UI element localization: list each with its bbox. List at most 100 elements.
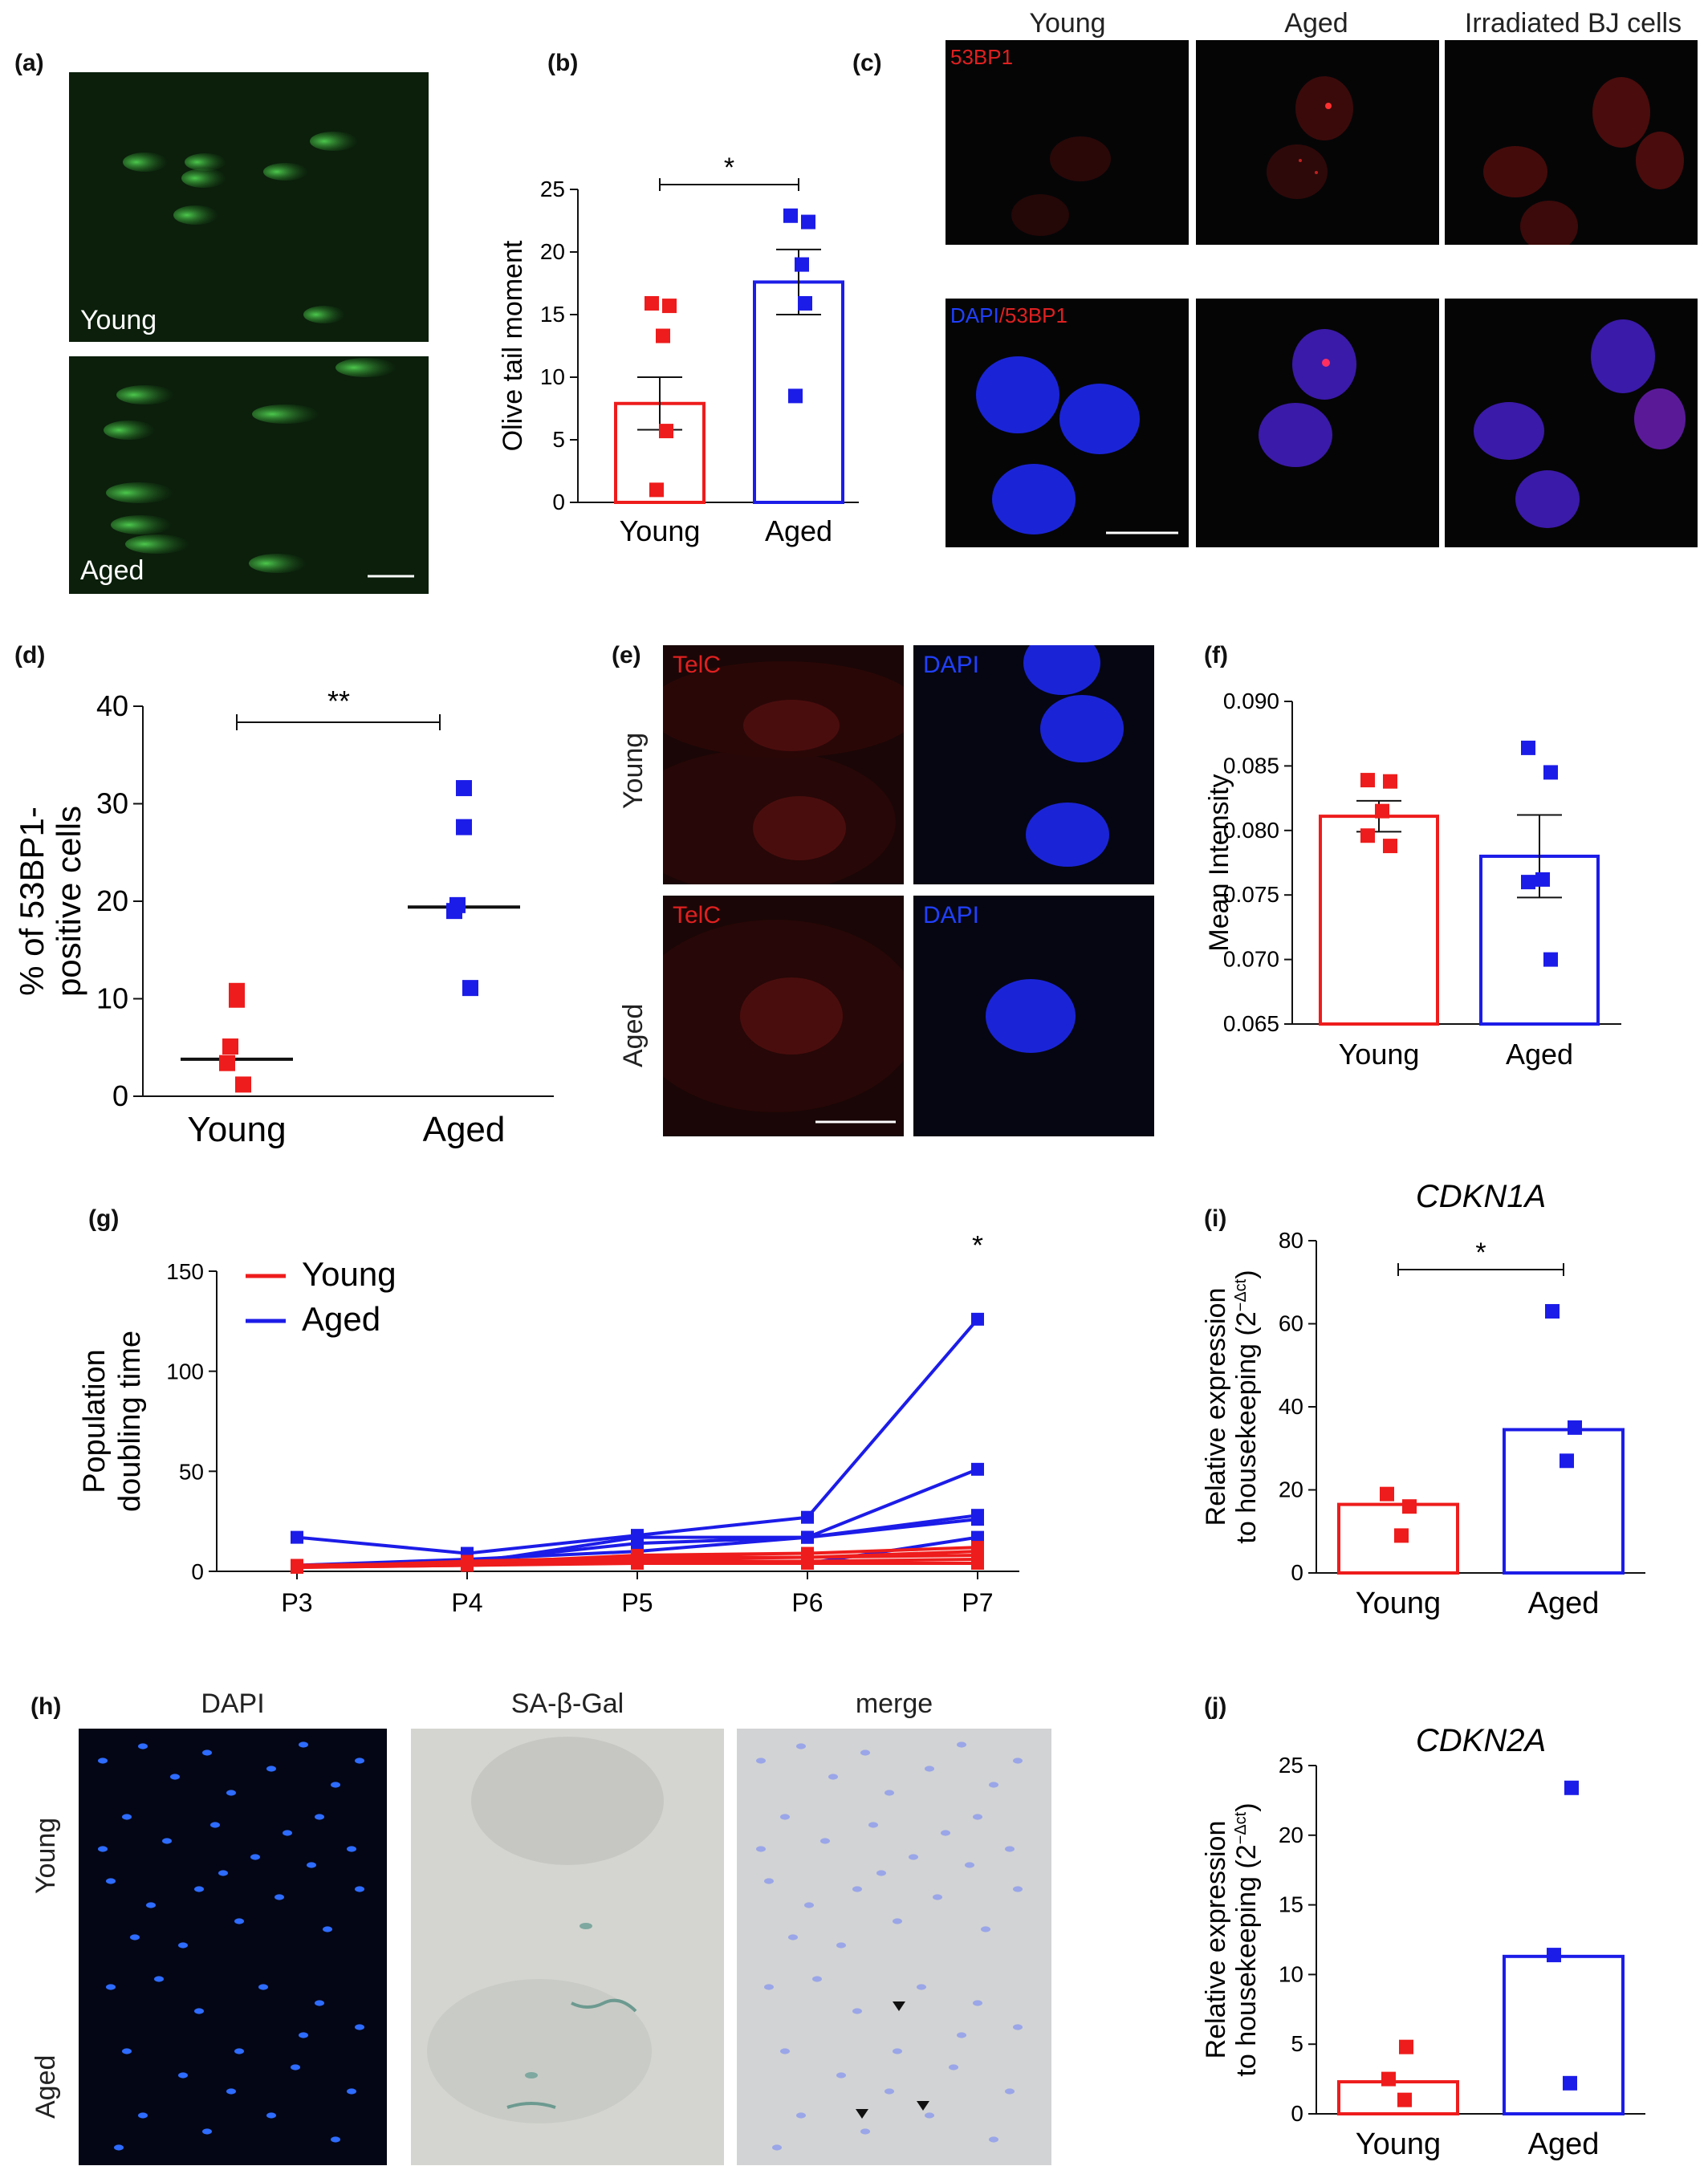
nucleus — [949, 2064, 958, 2071]
nucleus — [973, 1814, 982, 1820]
chart-title: CDKN1A — [1416, 1179, 1546, 1214]
nucleus — [764, 1878, 774, 1884]
y-axis-label: Mean Intensity — [1204, 774, 1234, 951]
nucleus — [307, 1862, 316, 1868]
data-point-young — [1381, 2071, 1396, 2087]
data-point-young — [1375, 803, 1389, 819]
nucleus — [299, 2032, 308, 2038]
data-point-aged — [801, 214, 815, 230]
nucleus — [1013, 1886, 1023, 1892]
y-axis-label-sup: −Δct — [1232, 1278, 1250, 1311]
nucleus — [1005, 1846, 1015, 1852]
arrowhead-icon — [893, 2001, 905, 2011]
y-tick-label: 10 — [1279, 1961, 1303, 1986]
data-point-young — [1380, 1486, 1394, 1502]
y-tick-label: 0.090 — [1223, 689, 1279, 713]
nucleus — [315, 2000, 324, 2006]
panel-label-e: (e) — [612, 642, 641, 668]
panel-label-f: (f) — [1204, 642, 1228, 668]
data-point-young — [801, 1557, 814, 1571]
if-merge-irradiated — [1445, 299, 1698, 547]
data-point-young — [971, 1557, 984, 1571]
data-point-aged — [462, 980, 478, 997]
nucleus — [355, 1886, 364, 1892]
data-point-aged — [971, 1462, 984, 1476]
x-tick-label: P6 — [791, 1588, 823, 1617]
nucleus — [885, 1790, 894, 1796]
if-53bp1-irradiated — [1445, 40, 1698, 245]
nucleus — [154, 1976, 164, 1982]
dapi-label-aged: DAPI — [923, 902, 980, 929]
panel-label-i: (i) — [1204, 1205, 1227, 1232]
nucleus — [226, 1790, 236, 1796]
y-axis-label-line2: doubling time — [113, 1331, 147, 1512]
data-point-aged — [971, 1312, 984, 1326]
if-merge-aged — [1196, 299, 1439, 547]
x-tick-label: Aged — [1528, 1587, 1600, 1620]
nucleus — [274, 1894, 284, 1900]
nucleus — [122, 2048, 132, 2054]
data-point-young — [659, 424, 673, 439]
x-tick-label: P4 — [451, 1588, 482, 1617]
data-point-aged — [1545, 1303, 1560, 1319]
data-point-young — [645, 295, 659, 311]
nucleus — [355, 2024, 364, 2030]
comet-image-young: Young — [69, 72, 429, 342]
nucleus — [868, 1822, 878, 1828]
panel-c-header-aged: Aged — [1284, 8, 1348, 39]
sagal-stain-aged — [411, 1955, 724, 2165]
data-point-aged — [795, 257, 809, 272]
data-point-young — [1383, 774, 1397, 789]
data-point-young — [662, 299, 677, 314]
telc-aged: TelC — [663, 896, 904, 1136]
nucleus — [138, 1743, 148, 1749]
x-tick-label: Young — [620, 514, 701, 547]
nucleus — [973, 2000, 982, 2006]
data-point-young — [1397, 2092, 1412, 2107]
nucleus — [234, 1918, 244, 1924]
data-point-young — [1394, 1528, 1409, 1543]
nucleus — [860, 1749, 870, 1756]
legend-label-aged: Aged — [302, 1300, 380, 1338]
x-tick-label: Aged — [1506, 1038, 1573, 1071]
if-53bp1-aged — [1196, 40, 1439, 245]
y-tick-label: 150 — [166, 1259, 204, 1284]
stain-dapi-label: DAPI — [950, 303, 999, 327]
data-point-aged — [1563, 2075, 1577, 2091]
y-tick-label: 20 — [1279, 1477, 1303, 1502]
data-point-young — [222, 1038, 238, 1055]
y-axis-label-line1: Population — [78, 1349, 112, 1493]
nucleus — [122, 1814, 132, 1820]
data-point-young — [631, 1557, 644, 1571]
y-axis-label-part: ) — [1231, 1270, 1262, 1278]
nucleus — [226, 2088, 236, 2095]
y-tick-label: 0 — [112, 1079, 128, 1112]
chart-title: CDKN2A — [1416, 1723, 1546, 1758]
bar-aged — [1503, 1428, 1625, 1575]
chart-d: 0 10 20 30 40 % of 53BP1- positive cells Young A… — [13, 685, 554, 1149]
y-tick-label: 60 — [1279, 1311, 1303, 1336]
y-axis-label-line2: to housekeeping (2−Δct) — [1231, 1270, 1262, 1543]
panel-label-b: (b) — [547, 50, 579, 76]
y-tick-label: 10 — [540, 364, 565, 389]
data-point-aged — [1568, 1420, 1582, 1435]
data-point-aged — [788, 388, 803, 404]
data-point-young — [1399, 2039, 1413, 2054]
data-point-aged — [456, 819, 472, 835]
nucleus — [981, 1926, 990, 1932]
data-point-aged — [783, 208, 798, 223]
dapi-aged: DAPI — [913, 896, 1154, 1136]
stain-53bp1-label: 53BP1 — [950, 45, 1014, 69]
nucleus — [852, 2008, 862, 2014]
nucleus — [178, 1942, 188, 1949]
y-tick-label: 0 — [191, 1559, 204, 1584]
nucleus — [347, 1846, 356, 1852]
nucleus — [234, 2048, 244, 2054]
data-point-aged — [456, 780, 472, 797]
data-point-young — [229, 991, 245, 1008]
chart-i: 0 20 40 60 80 Relative expression to housekeep… — [1201, 1179, 1645, 1620]
panel-h-header-sagal: SA-β-Gal — [510, 1689, 624, 1719]
significance-marker: * — [972, 1236, 983, 1262]
x-tick-label: P5 — [621, 1588, 653, 1617]
y-tick-label: 20 — [96, 884, 128, 917]
